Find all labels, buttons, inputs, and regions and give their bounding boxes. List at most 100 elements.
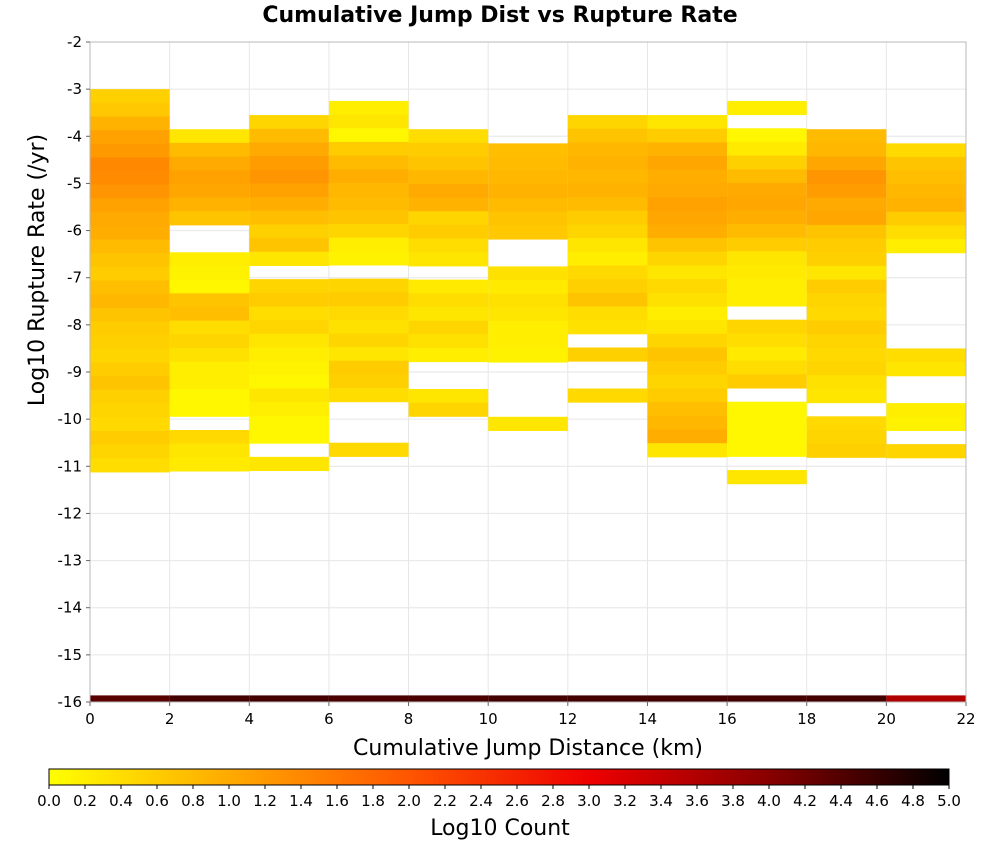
y-tick-label: -4 [67, 127, 82, 145]
colorbar-tick-label: 2.0 [397, 792, 421, 810]
heatmap-cell [727, 128, 807, 143]
heatmap-cell [806, 306, 887, 322]
heatmap-cell [567, 156, 648, 171]
heatmap-cell [647, 415, 728, 431]
heatmap-cell [90, 239, 170, 254]
heatmap-cell [806, 183, 887, 199]
colorbar [48, 768, 950, 786]
heatmap-cell [249, 183, 329, 198]
heatmap-cell [567, 695, 648, 702]
heatmap-cell [488, 143, 568, 158]
heatmap-cell [488, 348, 568, 363]
colorbar-tick-label: 3.6 [685, 792, 709, 810]
colorbar-tick-label: 0.6 [145, 792, 169, 810]
x-tick-label: 14 [638, 710, 657, 728]
heatmap-cell [408, 211, 489, 226]
heatmap-cell [647, 197, 728, 212]
heatmap-cell [886, 211, 966, 226]
colorbar-label: Log10 Count [430, 816, 570, 841]
x-tick-label: 4 [244, 710, 254, 728]
heatmap-cell [408, 279, 489, 294]
heatmap-cell [328, 100, 409, 116]
heatmap-cell [647, 224, 728, 239]
heatmap-cell [249, 374, 329, 389]
heatmap-cell [90, 280, 170, 295]
y-tick-label: -2 [67, 33, 82, 51]
heatmap-cell [806, 197, 887, 212]
heatmap-cell [169, 388, 250, 404]
heatmap-cell [647, 156, 728, 171]
y-tick-label: -12 [58, 504, 83, 522]
x-tick-label: 10 [479, 710, 498, 728]
heatmap-cell [488, 334, 568, 349]
heatmap-cell [727, 264, 807, 280]
heatmap-cell [328, 114, 409, 129]
heatmap-cell [727, 210, 807, 225]
heatmap-cell [408, 224, 489, 240]
heatmap-cell [169, 429, 250, 445]
heatmap-cell [806, 224, 887, 240]
heatmap-cell [488, 280, 568, 295]
heatmap-cell [727, 292, 807, 307]
heatmap-cell [249, 347, 329, 362]
colorbar-tick-label: 4.6 [865, 792, 889, 810]
heatmap-cell [567, 388, 648, 403]
heatmap-cell [647, 695, 728, 702]
y-tick-label: -14 [58, 599, 83, 617]
y-tick-label: -11 [58, 457, 83, 475]
heatmap-cell [727, 401, 807, 416]
heatmap-cell [90, 348, 170, 364]
heatmap-cell [328, 196, 409, 211]
heatmap-cell [806, 429, 887, 445]
colorbar-tick-label: 0.0 [37, 792, 61, 810]
heatmap-cell [90, 362, 170, 377]
heatmap-cell [408, 156, 489, 171]
heatmap-cell [408, 197, 489, 212]
heatmap-cell [886, 170, 966, 185]
heatmap-cell [328, 360, 409, 375]
colorbar-tick-label: 2.6 [505, 792, 529, 810]
heatmap-cell [647, 169, 728, 184]
heatmap-cell [90, 417, 170, 432]
y-axis-ticks: -2 -3 -4 -5 -6 -7 -8 -9 -10 -11 -12 -13 -14 -15 -16 [58, 33, 90, 711]
heatmap-cell [727, 442, 807, 457]
heatmap-cell [647, 251, 728, 266]
heatmap-cell [727, 237, 807, 252]
heatmap-cell [90, 403, 170, 418]
heatmap-cell [328, 223, 409, 239]
heatmap-cell [806, 320, 887, 335]
colorbar-tick-label: 0.8 [181, 792, 205, 810]
heatmap-cell [90, 444, 170, 459]
heatmap-cell [169, 293, 250, 308]
heatmap-cell [328, 442, 409, 457]
heatmap-cell [488, 416, 568, 431]
heatmap-cell [249, 402, 329, 417]
heatmap-cell [169, 265, 250, 281]
chart-title: Cumulative Jump Dist vs Rupture Rate [262, 3, 737, 28]
x-tick-label: 20 [877, 710, 896, 728]
heatmap-cell [328, 319, 409, 334]
heatmap-cell [886, 143, 966, 158]
colorbar-tick-label: 4.0 [757, 792, 781, 810]
heatmap-cell [249, 361, 329, 376]
heatmap-cell [169, 142, 250, 158]
heatmap-cell [328, 210, 409, 225]
y-tick-label: -6 [67, 222, 82, 240]
heatmap-cell [169, 252, 250, 267]
heatmap-cell [90, 130, 170, 145]
heatmap-cell [727, 695, 807, 702]
heatmap-cell [169, 306, 250, 322]
heatmap-cell [488, 211, 568, 226]
heatmap-cell [90, 294, 170, 309]
heatmap-cell [806, 279, 887, 294]
y-tick-label: -8 [67, 316, 82, 334]
heatmap-cell [567, 224, 648, 239]
heatmap-cell [169, 211, 250, 226]
heatmap-cell [328, 141, 409, 157]
heatmap-cell [886, 403, 966, 418]
heatmap-cells [90, 89, 966, 702]
heatmap-cell [488, 184, 568, 199]
heatmap-cell [647, 265, 728, 280]
heatmap-cell [567, 347, 648, 362]
heatmap-cell [647, 142, 728, 157]
